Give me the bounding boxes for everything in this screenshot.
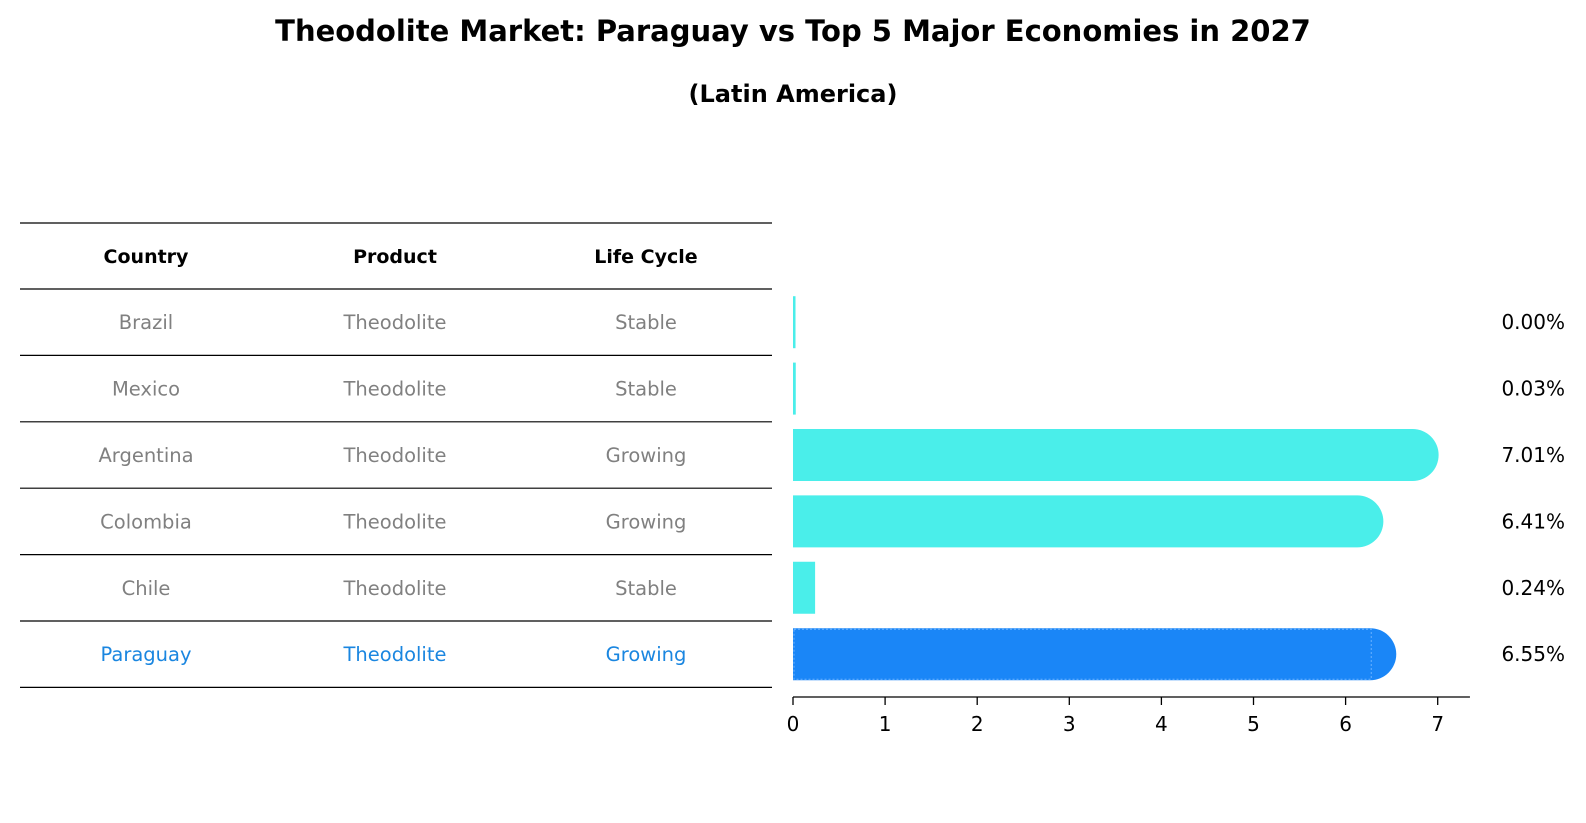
bar-value-label: 7.01% — [1501, 443, 1565, 467]
table-row: Brazil Theodolite Stable — [119, 311, 677, 334]
x-tick-label: 0 — [787, 712, 800, 736]
bar — [793, 495, 1384, 548]
table-cell-life-cycle: Growing — [606, 510, 687, 533]
x-tick-label: 7 — [1431, 712, 1444, 736]
bar — [793, 429, 1439, 481]
table-cell-product: Theodolite — [343, 643, 447, 666]
x-tick-label: 4 — [1155, 712, 1168, 736]
table-cell-life-cycle: Growing — [606, 643, 687, 666]
bar-value-label: 6.41% — [1501, 509, 1565, 533]
table-cell-product: Theodolite — [343, 577, 447, 600]
table-cell-country: Mexico — [112, 378, 180, 401]
table-row: Chile Theodolite Stable — [122, 577, 677, 600]
bar-highlight-outline — [793, 628, 1372, 680]
table-cell-life-cycle: Stable — [615, 378, 677, 401]
table-cell-country: Brazil — [119, 311, 173, 334]
table-cell-life-cycle: Stable — [615, 311, 677, 334]
bar — [793, 296, 796, 349]
bar — [793, 362, 796, 415]
x-tick-label: 2 — [971, 712, 984, 736]
table-header-cell: Country — [104, 246, 190, 268]
table-row: Paraguay Theodolite Growing — [100, 643, 686, 666]
bar — [793, 561, 816, 614]
bar-value-label: 0.00% — [1501, 310, 1565, 334]
table-cell-product: Theodolite — [343, 311, 447, 334]
table-cell-country: Paraguay — [100, 643, 191, 666]
bar-highlight — [793, 628, 1397, 681]
x-tick-label: 3 — [1063, 712, 1076, 736]
table-row: Colombia Theodolite Growing — [100, 510, 686, 533]
table-cell-product: Theodolite — [343, 510, 447, 533]
table-header-cell: Life Cycle — [594, 246, 697, 268]
table-cell-life-cycle: Growing — [606, 444, 687, 467]
table-cell-product: Theodolite — [343, 378, 447, 401]
bar-value-label: 0.24% — [1501, 576, 1565, 600]
table-cell-country: Argentina — [98, 444, 193, 467]
table-cell-life-cycle: Stable — [615, 577, 677, 600]
x-tick-label: 5 — [1247, 712, 1260, 736]
x-tick-label: 6 — [1339, 712, 1352, 736]
table-cell-country: Chile — [122, 577, 171, 600]
chart-subtitle: (Latin America) — [688, 80, 898, 108]
table-cell-product: Theodolite — [343, 444, 447, 467]
bar-value-label: 0.03% — [1501, 377, 1565, 401]
data-table: Country Product Life Cycle Brazil Theodolite… — [20, 222, 772, 689]
bar-value-label: 6.55% — [1501, 642, 1565, 666]
table-header-cell: Product — [353, 246, 437, 268]
table-row: Mexico Theodolite Stable — [112, 378, 677, 401]
chart-title: Theodolite Market: Paraguay vs Top 5 Maj… — [275, 14, 1311, 48]
x-tick-label: 1 — [879, 712, 892, 736]
table-cell-country: Colombia — [100, 510, 192, 533]
bar-chart: 0.00% 0.03% 7.01% 6.41% 0.24% 6.55% 0 1 2 3 4 5 6 7 — [787, 296, 1565, 736]
table-row: Argentina Theodolite Growing — [98, 444, 686, 467]
